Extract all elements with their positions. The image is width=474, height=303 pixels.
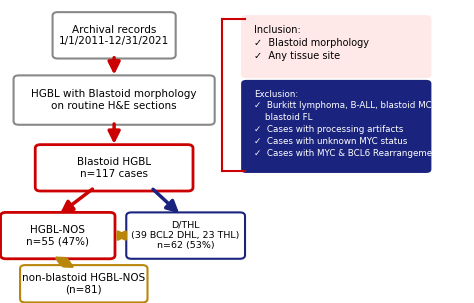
FancyBboxPatch shape xyxy=(53,12,176,58)
FancyBboxPatch shape xyxy=(241,80,431,173)
Text: non-blastoid HGBL-NOS
(n=81): non-blastoid HGBL-NOS (n=81) xyxy=(22,273,146,295)
FancyBboxPatch shape xyxy=(241,15,431,78)
FancyBboxPatch shape xyxy=(0,212,115,259)
Text: Blastoid HGBL
n=117 cases: Blastoid HGBL n=117 cases xyxy=(77,157,151,179)
FancyBboxPatch shape xyxy=(14,75,215,125)
Text: HGBL-NOS
n=55 (47%): HGBL-NOS n=55 (47%) xyxy=(26,225,89,246)
Text: Archival records
1/1/2011-12/31/2021: Archival records 1/1/2011-12/31/2021 xyxy=(59,25,169,46)
FancyBboxPatch shape xyxy=(35,145,193,191)
Text: Inclusion:
✓  Blastoid morphology
✓  Any tissue site: Inclusion: ✓ Blastoid morphology ✓ Any t… xyxy=(254,25,369,61)
FancyBboxPatch shape xyxy=(20,265,147,302)
Text: Exclusion:
✓  Burkitt lymphoma, B-ALL, blastoid MCL,
    blastoid FL
✓  Cases wi: Exclusion: ✓ Burkitt lymphoma, B-ALL, bl… xyxy=(254,89,446,158)
Text: HGBL with Blastoid morphology
on routine H&E sections: HGBL with Blastoid morphology on routine… xyxy=(31,89,197,111)
FancyBboxPatch shape xyxy=(126,212,245,259)
Text: D/THL
(39 BCL2 DHL, 23 THL)
n=62 (53%): D/THL (39 BCL2 DHL, 23 THL) n=62 (53%) xyxy=(131,221,240,251)
